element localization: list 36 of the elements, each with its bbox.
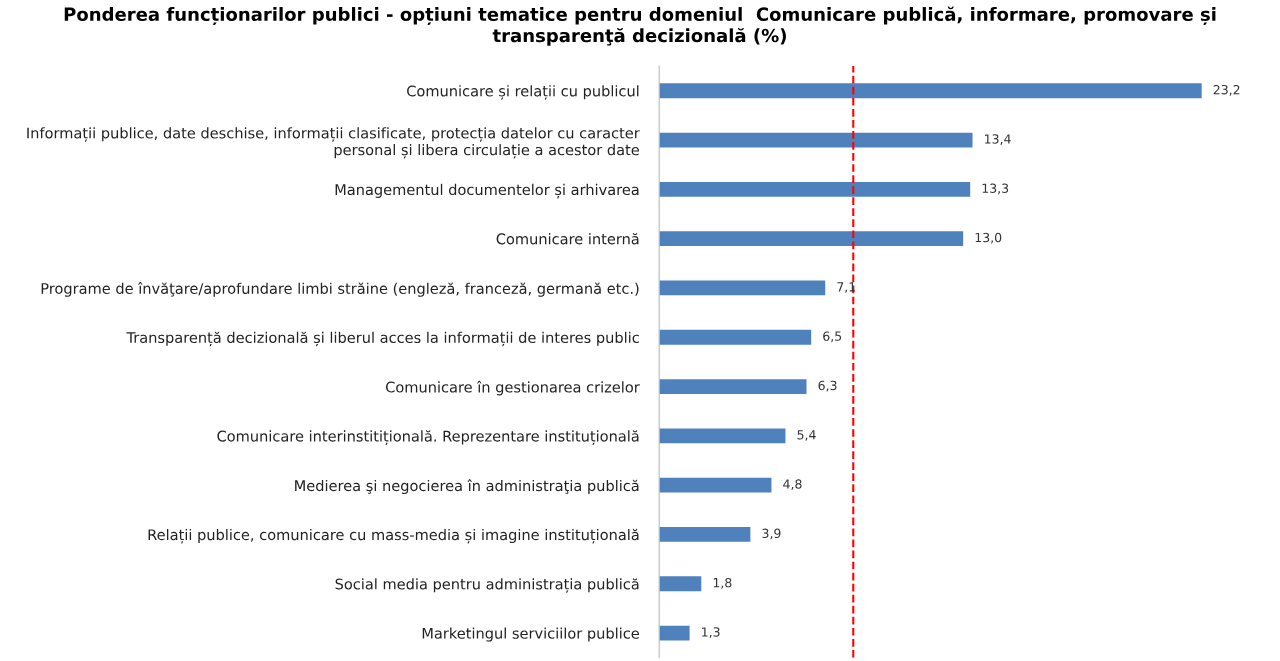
y-tick-label: Marketingul serviciilor publice bbox=[422, 627, 639, 642]
y-tick-label: Transparență decizională și liberul acces la informații de interes public bbox=[126, 331, 639, 347]
y-tick-label: Informații publice, date deschise, informații clasificate, protecția datelor cu caracter personal și libera circulație a acestor date bbox=[27, 127, 640, 159]
bar bbox=[659, 231, 964, 247]
bar bbox=[659, 379, 807, 394]
y-tick-label: Programe de învăţare/aprofundare limbi străine (engleză, franceză, germană etc.) bbox=[41, 282, 639, 297]
bar bbox=[659, 477, 772, 493]
data-label: 3,9 bbox=[762, 528, 781, 540]
y-tick-label: Comunicare și relații cu publicul bbox=[407, 85, 639, 100]
bar bbox=[659, 280, 826, 296]
data-label: 13,3 bbox=[982, 183, 1009, 195]
y-tick-label: Relații publice, comunicare cu mass-media și imagine instituțională bbox=[148, 528, 639, 544]
data-label: 13,0 bbox=[975, 232, 1002, 244]
data-label: 1,3 bbox=[702, 627, 720, 638]
y-tick-label: Comunicare internă bbox=[496, 233, 639, 245]
y-tick-label: Medierea şi negocierea în administraţia publică bbox=[295, 479, 639, 495]
y-tick-label: Managementul documentelor și arhivarea bbox=[335, 183, 639, 199]
bar bbox=[659, 181, 971, 197]
bar bbox=[659, 329, 812, 345]
data-label: 13,4 bbox=[985, 134, 1011, 145]
bar bbox=[659, 527, 751, 542]
data-label: 1,8 bbox=[713, 577, 732, 589]
y-tick-label: Comunicare interinstitițională. Reprezentare instituțională bbox=[217, 430, 639, 445]
bar bbox=[659, 83, 1202, 99]
bar bbox=[659, 625, 690, 641]
data-label: 4,8 bbox=[783, 479, 802, 491]
data-label: 6,3 bbox=[818, 380, 837, 392]
y-tick-label: Social media pentru administrația publică bbox=[335, 578, 639, 593]
data-label: 5,4 bbox=[797, 430, 816, 441]
data-label: 6,5 bbox=[823, 331, 842, 343]
chart-title: Ponderea funcționarilor publici - opțiuni tematice pentru domeniul Comunicare publică, informare, promovare și transparenţă decizională (%) bbox=[64, 6, 1216, 46]
bar bbox=[659, 576, 702, 592]
bar bbox=[659, 132, 973, 148]
y-tick-label: Comunicare în gestionarea crizelor bbox=[385, 380, 640, 396]
bar bbox=[659, 428, 786, 444]
data-label: 23,2 bbox=[1213, 84, 1240, 96]
